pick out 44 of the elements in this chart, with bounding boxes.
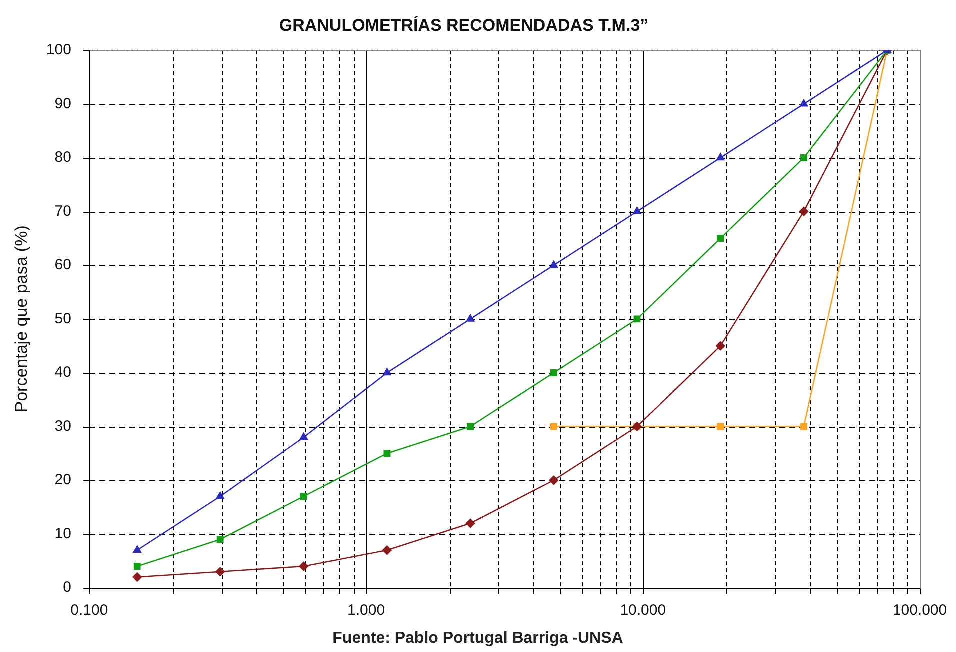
- point: [300, 432, 308, 440]
- y-tick-label: 90: [54, 95, 72, 112]
- x-tick-label: 10.000: [620, 602, 666, 620]
- point: [133, 546, 142, 554]
- chart-title: GRANULOMETRÍAS RECOMENDADAS T.M.3”: [279, 14, 649, 35]
- y-tick-label: 70: [54, 202, 72, 220]
- point: [716, 153, 725, 161]
- y-tick-label: 40: [54, 364, 72, 382]
- source-note: Fuente: Pablo Portugal Barriga -UNSA: [332, 630, 624, 648]
- point: [633, 207, 642, 214]
- y-tick-label: 100: [46, 42, 72, 59]
- y-tick-label: 10: [54, 525, 72, 542]
- y-tick-label: 20: [54, 472, 72, 489]
- point: [800, 100, 808, 107]
- x-tick-label: 0.100: [70, 602, 108, 620]
- y-tick-label: 60: [54, 256, 72, 274]
- point: [716, 341, 726, 351]
- x-tick-label: 100.000: [892, 602, 948, 620]
- point: [383, 368, 392, 376]
- point: [216, 492, 224, 500]
- point: [216, 567, 225, 577]
- point: [550, 369, 558, 376]
- point: [300, 493, 308, 500]
- point: [134, 563, 141, 570]
- point: [466, 518, 476, 528]
- y-tick-label: 0: [63, 579, 72, 596]
- point: [216, 536, 224, 544]
- y-axis-title: Porcentaje que pasa (%): [12, 226, 31, 413]
- point: [132, 572, 142, 582]
- point: [466, 314, 475, 322]
- y-tick-label: 50: [54, 310, 72, 328]
- y-tick-label: 80: [54, 149, 72, 166]
- point: [467, 423, 474, 430]
- point: [550, 260, 558, 268]
- y-tick-label: 30: [54, 418, 72, 435]
- point: [800, 154, 808, 162]
- x-tick-label: 1.000: [348, 602, 386, 620]
- point: [384, 450, 391, 458]
- point: [299, 562, 309, 572]
- point: [549, 476, 559, 486]
- point: [717, 235, 724, 242]
- point: [634, 316, 641, 323]
- point: [799, 207, 809, 216]
- point: [382, 546, 392, 556]
